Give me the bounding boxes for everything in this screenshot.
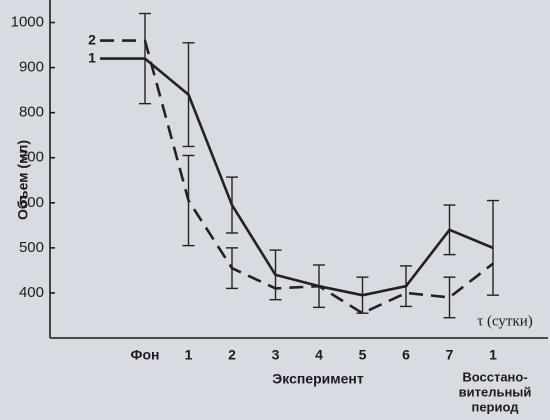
y-axis-label: Объем (мл) xyxy=(15,140,31,220)
y-tick-label: 500 xyxy=(19,239,44,256)
legend-label: 2 xyxy=(88,31,96,47)
y-tick-label: 600 xyxy=(19,194,44,211)
y-tick-label: 400 xyxy=(19,284,44,301)
group-label: Эксперимент xyxy=(272,371,364,387)
x-tick-label: 1 xyxy=(185,347,193,363)
legend-label: 1 xyxy=(88,49,96,65)
group-label: Восстано- xyxy=(462,369,527,384)
y-tick-label: 1000 xyxy=(11,14,44,31)
group-label: период xyxy=(471,399,519,414)
x-unit-label: τ (сутки) xyxy=(477,313,533,329)
x-tick-label: Фон xyxy=(131,347,160,363)
x-tick-label: 2 xyxy=(228,347,236,363)
y-tick-label: 800 xyxy=(19,104,44,121)
y-tick-label: 900 xyxy=(19,59,44,76)
x-tick-label: 1 xyxy=(489,347,497,363)
y-tick-label: 700 xyxy=(19,149,44,166)
x-tick-label: 3 xyxy=(272,347,280,363)
series-line xyxy=(143,40,494,315)
x-tick-label: 6 xyxy=(402,347,410,363)
group-label: вительный xyxy=(459,384,532,399)
x-tick-label: 5 xyxy=(359,347,367,363)
x-tick-label: 4 xyxy=(315,347,323,363)
x-tick-label: 7 xyxy=(446,347,454,363)
